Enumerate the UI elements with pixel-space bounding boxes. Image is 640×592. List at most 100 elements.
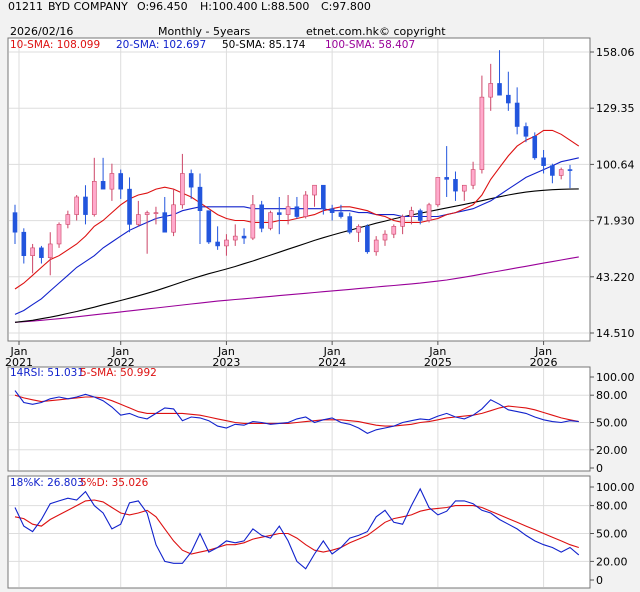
close-price: C:97.800 <box>321 0 371 13</box>
candle <box>329 204 335 221</box>
x-axis-labels: Jan2021Jan2022Jan2023Jan2024Jan2025Jan20… <box>5 341 558 369</box>
legend-d: 5%D: 35.026 <box>80 477 149 489</box>
candle-body <box>461 184 467 192</box>
candle-body <box>479 96 485 170</box>
y-tick-label: 20.00 <box>596 444 628 457</box>
candle <box>347 212 353 235</box>
candle-body <box>136 214 141 225</box>
price-legend: 10-SMA: 108.099 20-SMA: 102.697 50-SMA: 85… <box>10 39 415 51</box>
candle <box>12 204 18 244</box>
candle <box>206 210 212 244</box>
candle-body <box>206 210 212 243</box>
candle <box>250 195 256 241</box>
price-y-tick-label: 129.35 <box>596 102 635 115</box>
candle-body <box>550 165 555 176</box>
candle-body <box>391 226 397 235</box>
candle-body <box>497 83 502 96</box>
candle <box>171 189 176 237</box>
y-tick-label: 80.00 <box>596 389 628 402</box>
candle-body <box>506 94 511 104</box>
x-tick-year: 2026 <box>530 356 558 369</box>
candle <box>162 196 168 233</box>
candle <box>109 163 115 201</box>
x-tick-year: 2023 <box>212 356 240 369</box>
candle-body <box>91 181 97 215</box>
candle <box>488 63 494 111</box>
legend-sma10: 10-SMA: 108.099 <box>10 39 100 51</box>
candle <box>259 200 264 233</box>
y-tick-label: 100.00 <box>596 371 635 384</box>
candle-body <box>153 212 159 214</box>
candle <box>409 206 414 225</box>
candle-body <box>409 210 414 217</box>
y-tick-label: 0 <box>596 462 603 475</box>
stock-name: BYD COMPANY <box>48 0 128 13</box>
candle-body <box>303 194 309 217</box>
y-tick-label: 100.00 <box>596 481 635 494</box>
legend-sma50: 50-SMA: 85.174 <box>222 39 306 51</box>
stoch-panel <box>7 475 591 589</box>
price-y-axis: 158.06 129.35 100.64 71.930 43.220 14.510 <box>590 46 635 340</box>
candle <box>338 204 344 219</box>
candle-body <box>21 231 27 256</box>
candle-body <box>56 224 62 245</box>
candle-body <box>338 212 344 217</box>
candle <box>435 177 441 207</box>
candle-body <box>65 214 71 225</box>
price-y-tick-label: 158.06 <box>596 46 635 59</box>
candle <box>188 169 194 199</box>
rsi-lines <box>14 390 579 435</box>
candle-body <box>523 126 529 137</box>
candle <box>197 173 203 244</box>
legend-sma100: 100-SMA: 58.407 <box>325 39 415 51</box>
candle <box>312 184 317 207</box>
rsi_sma-line <box>14 394 579 427</box>
candle-body <box>558 169 564 176</box>
candle-body <box>197 186 203 211</box>
candle-body <box>426 204 432 221</box>
high-price: H:100.400 <box>200 0 257 13</box>
x-tick-month: Jan <box>534 345 552 358</box>
candle-body <box>268 212 273 229</box>
candle-body <box>215 241 220 247</box>
candle-body <box>259 204 264 229</box>
candle <box>558 167 564 180</box>
candle <box>426 202 432 223</box>
candle <box>479 75 485 174</box>
open-price: O:96.450 <box>137 0 188 13</box>
x-tick-month: Jan <box>10 345 28 358</box>
candle-body <box>373 239 379 253</box>
candle-body <box>47 243 53 258</box>
sma100-line <box>14 256 579 323</box>
candle <box>550 163 555 184</box>
candle <box>65 210 71 229</box>
x-tick-month: Jan <box>217 345 235 358</box>
y-tick-label: 50.00 <box>596 528 628 541</box>
price-y-tick-label: 43.220 <box>596 271 635 284</box>
candle <box>74 195 79 221</box>
candle <box>523 122 529 143</box>
candle-body <box>224 239 229 247</box>
candle-body <box>30 247 35 256</box>
candle <box>224 234 229 256</box>
candle-body <box>74 196 79 215</box>
candle-body <box>109 173 115 190</box>
chart-period: Monthly - 5years <box>158 25 251 38</box>
candle <box>567 164 573 189</box>
candle <box>417 208 423 225</box>
candle <box>382 230 388 246</box>
candle <box>444 146 449 197</box>
d-line <box>14 499 579 555</box>
candle <box>541 149 546 174</box>
candle <box>373 236 379 256</box>
candle <box>30 243 35 274</box>
candle <box>400 214 405 235</box>
candle-body <box>83 196 88 215</box>
legend-rsi: 14RSI: 51.031 <box>10 367 84 379</box>
candle-body <box>118 173 124 190</box>
candle-body <box>127 188 132 225</box>
candle-body <box>417 210 423 221</box>
candle-body <box>541 157 546 166</box>
candle-body <box>329 208 335 213</box>
